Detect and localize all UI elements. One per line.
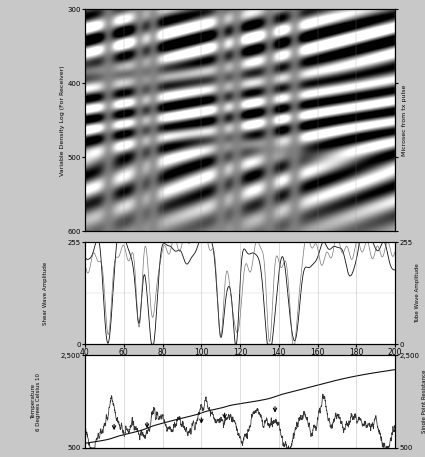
Y-axis label: Temperature
6 Degrees Celsius 10: Temperature 6 Degrees Celsius 10 [31,372,41,430]
Y-axis label: Tube Wave Amplitude: Tube Wave Amplitude [415,263,420,323]
Y-axis label: Variable Density Log (For Receiver): Variable Density Log (For Receiver) [60,65,65,175]
Y-axis label: Microsec from tx pulse: Microsec from tx pulse [402,85,407,156]
Y-axis label: Single Point Resistance
Ohms  2,500: Single Point Resistance Ohms 2,500 [422,370,425,433]
Y-axis label: Shear Wave Amplitude: Shear Wave Amplitude [43,262,48,325]
